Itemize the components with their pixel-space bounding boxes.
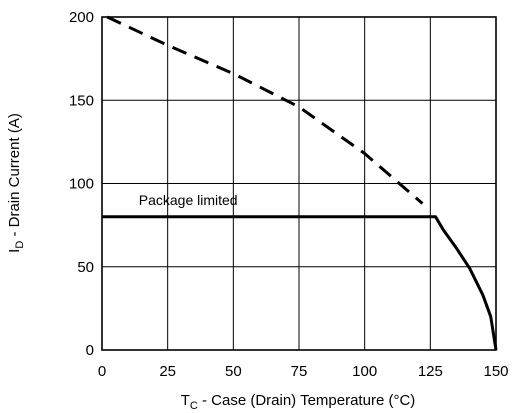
annotations: Package limited (139, 192, 238, 208)
series-line-dashed (106, 15, 424, 205)
x-tick-label: 0 (98, 363, 106, 380)
y-tick-label: 150 (69, 92, 94, 109)
x-tick-labels: 0 25 50 75 100 125 150 (98, 363, 509, 380)
x-tick-label: 50 (225, 363, 242, 380)
y-axis-label: ID - Drain Current (A) (6, 113, 26, 253)
x-tick-label: 75 (291, 363, 308, 380)
y-tick-label: 0 (86, 342, 94, 359)
y-tick-label: 100 (69, 176, 94, 193)
annotation-label: Package limited (139, 192, 238, 208)
x-tick-label: 100 (352, 363, 377, 380)
series-layer (102, 15, 498, 351)
x-axis-label: TC - Case (Drain) Temperature (°C) (181, 392, 416, 412)
grid (102, 17, 496, 350)
x-tick-label: 150 (483, 363, 508, 380)
y-tick-labels: 0 50 100 150 200 (69, 9, 94, 359)
x-tick-label: 25 (159, 363, 176, 380)
plot-frame (101, 16, 497, 351)
series-line-solid (102, 215, 498, 351)
y-tick-label: 200 (69, 9, 94, 26)
x-tick-label: 125 (418, 363, 443, 380)
y-tick-label: 50 (77, 259, 94, 276)
